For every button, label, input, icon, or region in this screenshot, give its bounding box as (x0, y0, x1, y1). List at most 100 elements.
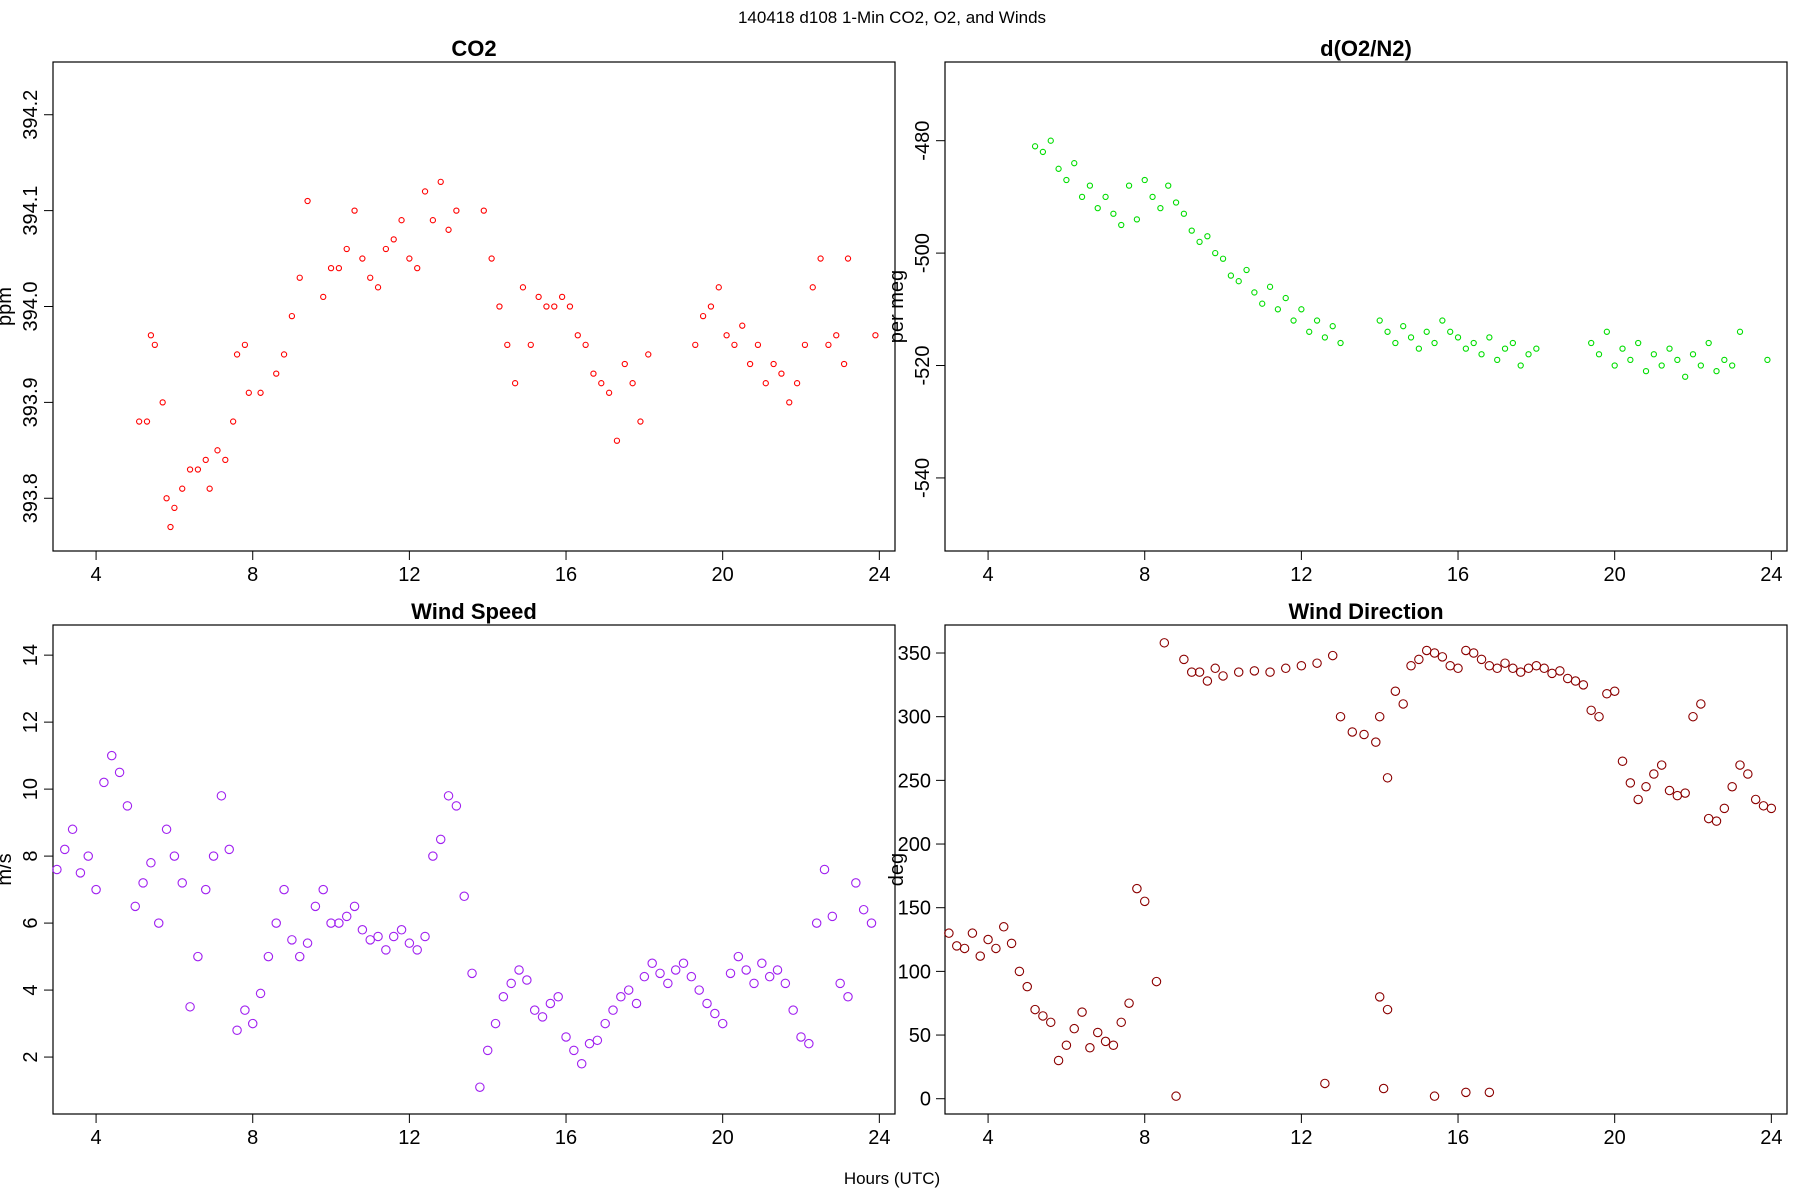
data-point (1251, 289, 1258, 296)
y-axis-label: per meg (886, 270, 908, 343)
y-tick-label: 4 (20, 985, 42, 996)
y-tick-label: 350 (898, 643, 931, 665)
data-point (851, 878, 861, 888)
data-point (733, 951, 744, 962)
series-points (136, 178, 879, 531)
data-point (817, 255, 824, 262)
data-point (1280, 663, 1291, 674)
panel-title: Wind Direction (1288, 599, 1443, 624)
data-point (488, 255, 495, 262)
data-point (1500, 658, 1510, 668)
data-point (1588, 339, 1595, 347)
data-point (1484, 1087, 1495, 1098)
data-point (1030, 1004, 1040, 1015)
data-point (1171, 1091, 1181, 1101)
data-point (1133, 216, 1141, 223)
data-point (741, 965, 751, 975)
data-point (707, 303, 715, 310)
data-point (1656, 760, 1667, 770)
x-tick-label: 16 (555, 564, 577, 586)
data-point (1688, 711, 1698, 722)
data-point (1398, 699, 1408, 709)
panel-title: Wind Speed (411, 599, 537, 624)
data-point (786, 399, 793, 406)
data-point (1180, 210, 1188, 217)
data-point (1329, 323, 1336, 330)
data-point (1400, 323, 1407, 330)
x-tick-label: 12 (398, 564, 420, 586)
data-point (780, 978, 791, 989)
data-point (717, 1018, 728, 1029)
data-point (130, 901, 140, 912)
data-point (1696, 699, 1706, 709)
data-point (99, 777, 109, 788)
data-point (574, 332, 581, 339)
data-point (637, 418, 644, 425)
data-point (428, 851, 438, 861)
data-point (1384, 328, 1391, 335)
data-point (206, 485, 213, 492)
data-point (1650, 351, 1657, 358)
data-point (193, 951, 203, 962)
data-point (731, 341, 738, 349)
data-point (475, 1082, 485, 1092)
data-point (1078, 193, 1086, 201)
data-point (1447, 328, 1454, 335)
data-point (83, 851, 93, 861)
data-point (327, 264, 335, 272)
data-point (1523, 663, 1534, 674)
data-point (67, 824, 78, 835)
data-point (1517, 362, 1524, 369)
data-point (840, 360, 848, 368)
data-point (1313, 317, 1321, 324)
data-point (208, 851, 219, 861)
data-point (1100, 1036, 1111, 1047)
y-tick-label: 200 (898, 834, 931, 856)
data-point (1179, 654, 1189, 665)
data-point (723, 332, 730, 339)
data-point (835, 978, 845, 989)
data-point (1141, 176, 1148, 184)
y-tick-label: -520 (912, 346, 934, 386)
data-point (482, 1045, 493, 1056)
data-point (1406, 660, 1416, 671)
data-point (1515, 667, 1526, 677)
data-point (1743, 769, 1753, 779)
data-point (273, 370, 280, 377)
data-point (582, 341, 589, 349)
data-point (1092, 1027, 1103, 1038)
y-axis-label: deg (886, 853, 908, 886)
data-point (858, 904, 869, 915)
data-point (670, 965, 681, 975)
data-point (398, 217, 405, 224)
data-point (811, 918, 822, 928)
data-point (233, 351, 241, 358)
data-point (1053, 1055, 1064, 1066)
data-point (1118, 221, 1125, 229)
data-point (1265, 667, 1275, 677)
data-point (608, 1005, 618, 1015)
y-tick-label: 393.9 (20, 377, 42, 427)
data-point (52, 864, 62, 875)
data-point (1649, 769, 1659, 779)
data-point (1492, 663, 1502, 674)
data-point (335, 264, 343, 272)
data-point (310, 901, 321, 912)
data-point (553, 992, 563, 1002)
data-point (1132, 883, 1142, 894)
data-point (1547, 668, 1557, 679)
data-point (1139, 896, 1150, 907)
x-tick-label: 24 (1760, 1127, 1782, 1149)
x-tick-label: 16 (1447, 564, 1469, 586)
data-point (496, 303, 503, 310)
data-point (1750, 794, 1761, 805)
data-point (1508, 663, 1518, 674)
data-point (1666, 345, 1673, 352)
data-point (247, 1018, 258, 1029)
data-point (1421, 645, 1432, 656)
data-point (514, 965, 524, 975)
data-point (639, 971, 650, 982)
data-point (1390, 686, 1401, 696)
y-tick-label: 0 (920, 1089, 931, 1111)
data-point (1210, 663, 1220, 674)
